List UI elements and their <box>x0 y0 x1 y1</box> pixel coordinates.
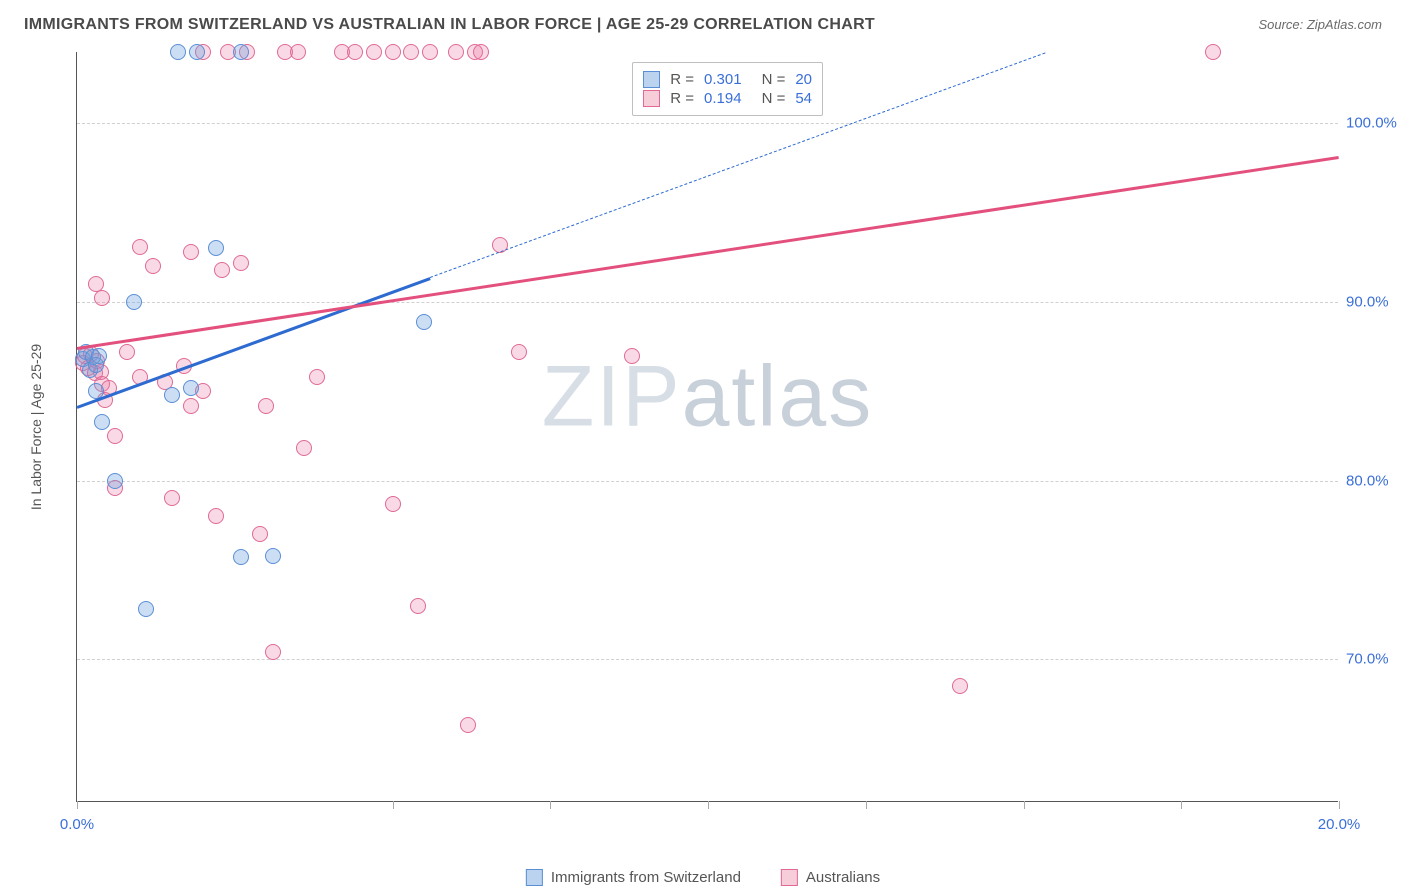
scatter-point <box>416 314 432 330</box>
scatter-point <box>1205 44 1221 60</box>
scatter-point <box>164 387 180 403</box>
ytick-label: 100.0% <box>1346 115 1406 132</box>
stats-box: R = 0.301 N = 20 R = 0.194 N = 54 <box>632 62 823 116</box>
legend-label: Immigrants from Switzerland <box>551 869 741 886</box>
scatter-point <box>448 44 464 60</box>
xtick <box>1181 801 1182 809</box>
xtick <box>550 801 551 809</box>
legend-item: Australians <box>781 869 880 886</box>
scatter-point <box>473 44 489 60</box>
scatter-point <box>183 380 199 396</box>
scatter-point <box>126 294 142 310</box>
scatter-point <box>208 508 224 524</box>
ytick-label: 70.0% <box>1346 651 1406 668</box>
scatter-point <box>107 428 123 444</box>
xtick <box>1339 801 1340 809</box>
scatter-point <box>366 44 382 60</box>
xtick <box>77 801 78 809</box>
scatter-point <box>94 414 110 430</box>
watermark: ZIPatlas <box>542 347 873 446</box>
scatter-point <box>290 44 306 60</box>
stats-n-label: N = <box>762 71 786 88</box>
xtick <box>708 801 709 809</box>
scatter-point <box>233 255 249 271</box>
scatter-point <box>214 262 230 278</box>
xtick <box>1024 801 1025 809</box>
scatter-point <box>511 344 527 360</box>
scatter-point <box>347 44 363 60</box>
legend-label: Australians <box>806 869 880 886</box>
scatter-point <box>309 369 325 385</box>
gridline-h <box>77 302 1338 303</box>
scatter-point <box>258 398 274 414</box>
scatter-point <box>138 601 154 617</box>
plot-area: ZIPatlas 70.0%80.0%90.0%100.0%0.0%20.0%R… <box>76 52 1338 802</box>
stats-r-label: R = <box>670 71 694 88</box>
scatter-point <box>132 239 148 255</box>
series-swatch <box>643 90 660 107</box>
series-swatch <box>643 71 660 88</box>
scatter-point <box>410 598 426 614</box>
scatter-point <box>385 496 401 512</box>
scatter-point <box>88 276 104 292</box>
scatter-point <box>183 244 199 260</box>
scatter-point <box>296 440 312 456</box>
scatter-point <box>403 44 419 60</box>
series-swatch <box>781 869 798 886</box>
y-axis-label: In Labor Force | Age 25-29 <box>28 344 44 510</box>
scatter-point <box>385 44 401 60</box>
xtick <box>866 801 867 809</box>
stats-n-value: 54 <box>795 90 812 107</box>
scatter-point <box>164 490 180 506</box>
stats-r-label: R = <box>670 90 694 107</box>
trendline <box>77 156 1339 350</box>
stats-n-label: N = <box>762 90 786 107</box>
xtick <box>393 801 394 809</box>
legend: Immigrants from Switzerland Australians <box>526 869 880 886</box>
scatter-point <box>265 548 281 564</box>
gridline-h <box>77 659 1338 660</box>
stats-row: R = 0.301 N = 20 <box>643 71 812 88</box>
stats-n-value: 20 <box>795 71 812 88</box>
chart-container: In Labor Force | Age 25-29 ZIPatlas 70.0… <box>48 52 1338 802</box>
legend-item: Immigrants from Switzerland <box>526 869 741 886</box>
scatter-point <box>189 44 205 60</box>
scatter-point <box>107 473 123 489</box>
scatter-point <box>624 348 640 364</box>
series-swatch <box>526 869 543 886</box>
xtick-label: 20.0% <box>1318 816 1361 833</box>
scatter-point <box>265 644 281 660</box>
ytick-label: 90.0% <box>1346 294 1406 311</box>
gridline-h <box>77 123 1338 124</box>
scatter-point <box>252 526 268 542</box>
scatter-point <box>952 678 968 694</box>
scatter-point <box>94 290 110 306</box>
scatter-point <box>208 240 224 256</box>
scatter-point <box>145 258 161 274</box>
scatter-point <box>170 44 186 60</box>
scatter-point <box>119 344 135 360</box>
stats-row: R = 0.194 N = 54 <box>643 90 812 107</box>
scatter-point <box>91 348 107 364</box>
chart-title: IMMIGRANTS FROM SWITZERLAND VS AUSTRALIA… <box>24 16 875 34</box>
gridline-h <box>77 481 1338 482</box>
scatter-point <box>422 44 438 60</box>
scatter-point <box>233 549 249 565</box>
xtick-label: 0.0% <box>60 816 94 833</box>
stats-r-value: 0.194 <box>704 90 742 107</box>
scatter-point <box>183 398 199 414</box>
ytick-label: 80.0% <box>1346 472 1406 489</box>
stats-r-value: 0.301 <box>704 71 742 88</box>
scatter-point <box>233 44 249 60</box>
scatter-point <box>460 717 476 733</box>
chart-source: Source: ZipAtlas.com <box>1258 17 1382 32</box>
